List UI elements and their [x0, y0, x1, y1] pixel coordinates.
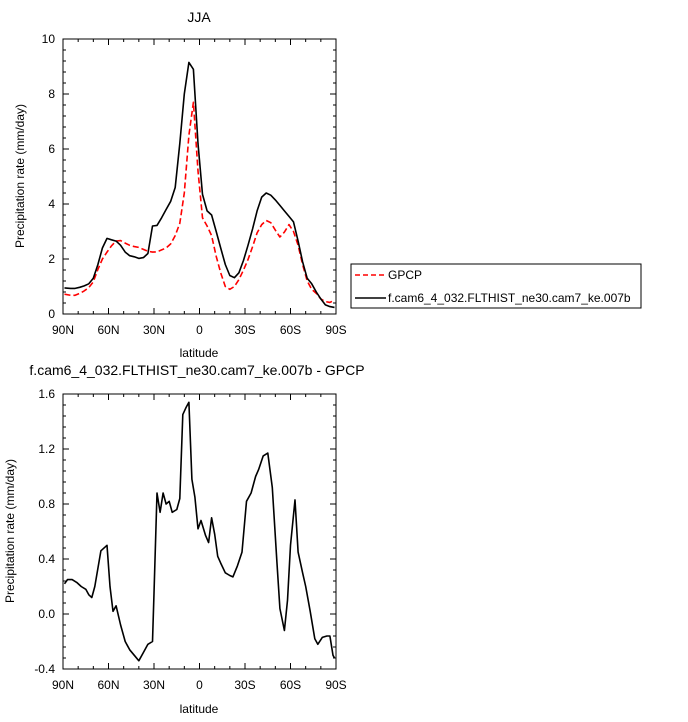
x-tick-label: 60S: [280, 323, 301, 337]
legend: GPCP f.cam6_4_032.FLTHIST_ne30.cam7_ke.0…: [350, 263, 642, 309]
x-tick-label: 60S: [280, 678, 301, 692]
x-axis-label: latitude: [180, 346, 219, 360]
y-tick-label: 0.8: [38, 497, 55, 511]
x-tick-label: 30N: [143, 323, 165, 337]
plot-frame: [62, 38, 337, 315]
y-tick-label: -0.4: [34, 662, 55, 676]
y-tick-label: 0: [48, 307, 55, 321]
x-tick-label: 90N: [52, 323, 74, 337]
x-tick-label: 60N: [97, 678, 119, 692]
series-line-0: [63, 401, 336, 662]
x-tick-label: 90S: [325, 323, 346, 337]
x-tick-label: 0: [196, 323, 203, 337]
legend-box: [350, 263, 642, 309]
chart-panel-jja: JJA 0 2 4 6 8 10 90N 60N 30N 0 30S 60S 90S latitude…: [13, 9, 642, 360]
y-axis: 0 2 4 6 8 10: [42, 32, 336, 321]
y-tick-label: 1.2: [38, 442, 55, 456]
y-tick-label: 4: [48, 197, 55, 211]
legend-entry-model: f.cam6_4_032.FLTHIST_ne30.cam7_ke.007b: [388, 291, 631, 305]
plot-frame: [62, 393, 337, 670]
y-axis: -0.4 0.0 0.4 0.8 1.2 1.6: [34, 387, 336, 676]
x-axis-label: latitude: [180, 702, 219, 716]
y-tick-label: 10: [42, 32, 56, 46]
x-tick-label: 30N: [143, 678, 165, 692]
chart-title: f.cam6_4_032.FLTHIST_ne30.cam7_ke.007b -…: [29, 362, 364, 378]
y-tick-label: 0.4: [38, 552, 55, 566]
series-line-0: [64, 101, 335, 304]
x-axis: 90N 60N 30N 0 30S 60S 90S: [52, 39, 347, 337]
series-layer: [63, 401, 336, 662]
y-axis-label: Precipitation rate (mm/day): [13, 104, 27, 248]
series-layer: [64, 61, 335, 309]
x-axis: 90N 60N 30N 0 30S 60S 90S: [52, 394, 347, 692]
series-line-1: [64, 61, 335, 309]
x-tick-label: 30S: [234, 678, 255, 692]
y-axis-label: Precipitation rate (mm/day): [3, 459, 17, 603]
y-tick-label: 6: [48, 142, 55, 156]
y-tick-label: 1.6: [38, 387, 55, 401]
x-tick-label: 30S: [234, 323, 255, 337]
y-tick-label: 0.0: [38, 607, 55, 621]
chart-panel-difference: f.cam6_4_032.FLTHIST_ne30.cam7_ke.007b -…: [3, 362, 365, 716]
x-tick-label: 90N: [52, 678, 74, 692]
y-tick-label: 8: [48, 87, 55, 101]
y-tick-label: 2: [48, 252, 55, 266]
legend-entry-gpcp: GPCP: [388, 268, 422, 282]
chart-title: JJA: [187, 9, 211, 25]
x-tick-label: 0: [196, 678, 203, 692]
x-tick-label: 90S: [325, 678, 346, 692]
x-tick-label: 60N: [97, 323, 119, 337]
